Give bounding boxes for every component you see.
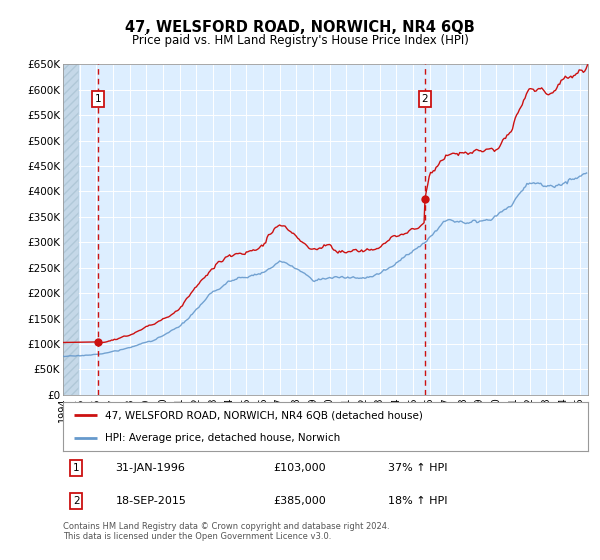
Text: Price paid vs. HM Land Registry's House Price Index (HPI): Price paid vs. HM Land Registry's House … [131,34,469,46]
Bar [63,64,78,395]
Text: 31-JAN-1996: 31-JAN-1996 [115,463,185,473]
Text: 1: 1 [94,94,101,104]
Text: Contains HM Land Registry data © Crown copyright and database right 2024.
This d: Contains HM Land Registry data © Crown c… [63,522,389,542]
Text: 47, WELSFORD ROAD, NORWICH, NR4 6QB (detached house): 47, WELSFORD ROAD, NORWICH, NR4 6QB (det… [105,410,423,421]
Text: HPI: Average price, detached house, Norwich: HPI: Average price, detached house, Norw… [105,433,340,444]
Text: 37% ↑ HPI: 37% ↑ HPI [389,463,448,473]
Text: 2: 2 [422,94,428,104]
Text: 18-SEP-2015: 18-SEP-2015 [115,496,187,506]
Text: 18% ↑ HPI: 18% ↑ HPI [389,496,448,506]
Text: 47, WELSFORD ROAD, NORWICH, NR4 6QB: 47, WELSFORD ROAD, NORWICH, NR4 6QB [125,20,475,35]
Text: 1: 1 [73,463,79,473]
Text: £385,000: £385,000 [273,496,326,506]
Text: £103,000: £103,000 [273,463,326,473]
Text: 2: 2 [73,496,79,506]
